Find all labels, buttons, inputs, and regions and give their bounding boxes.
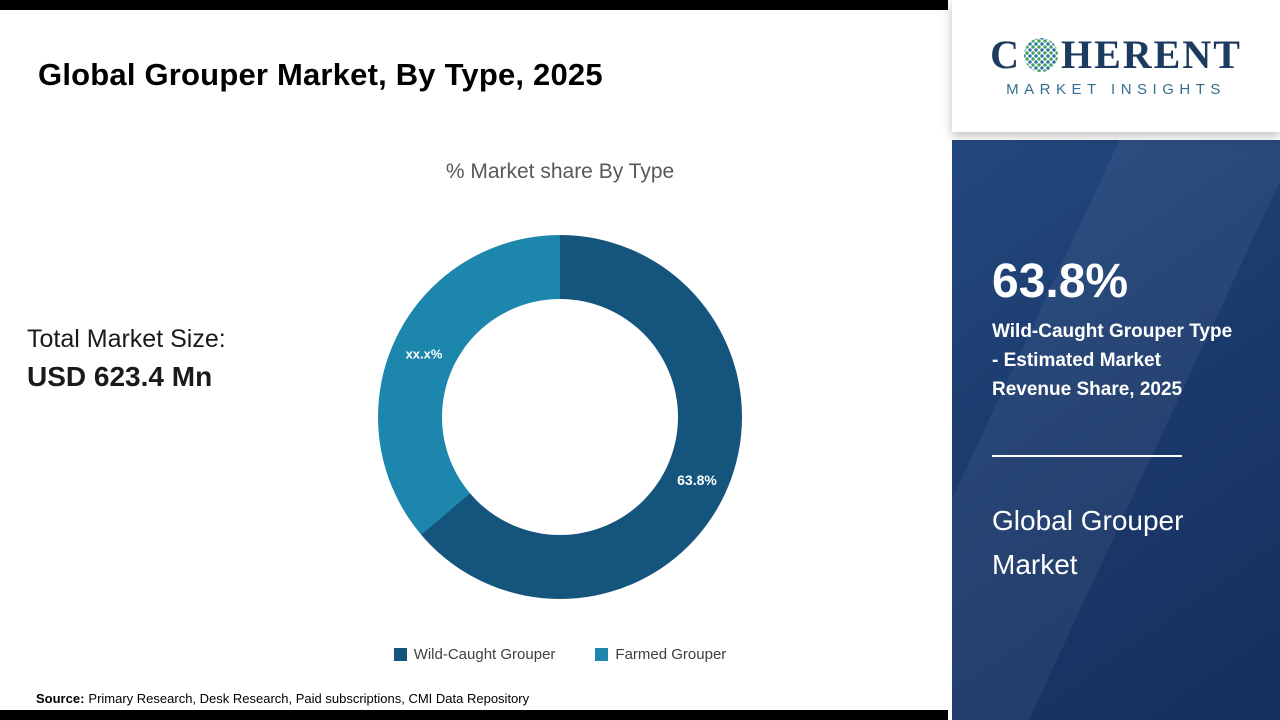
page-title: Global Grouper Market, By Type, 2025 <box>38 56 603 92</box>
bottom-black-bar <box>0 710 948 720</box>
sidebar: C HERENT MARKET INSIGHTS 63.8% Wild-Caug… <box>952 0 1280 720</box>
total-market-size-label: Total Market Size: <box>27 325 226 353</box>
logo-subtitle: MARKET INSIGHTS <box>1006 80 1226 98</box>
highlight-panel: 63.8% Wild-Caught Grouper Type - Estimat… <box>952 140 1280 720</box>
top-black-bar <box>0 0 948 10</box>
legend-label-farmed: Farmed Grouper <box>615 646 727 663</box>
chart-legend: Wild-Caught Grouper Farmed Grouper <box>274 646 846 663</box>
segment-label-farmed: xx.x% <box>405 346 443 362</box>
donut-hole <box>442 299 678 535</box>
logo-wordmark: C HERENT <box>990 31 1242 77</box>
panel-divider <box>992 454 1182 457</box>
main-area: Global Grouper Market, By Type, 2025 % M… <box>0 0 948 720</box>
total-market-size-value: USD 623.4 Mn <box>27 361 213 392</box>
source-label: Source: <box>36 691 85 706</box>
source-line: Source: Primary Research, Desk Research, … <box>36 691 529 706</box>
source-text: Primary Research, Desk Research, Paid su… <box>88 691 530 706</box>
legend-label-wild-caught: Wild-Caught Grouper <box>413 646 556 663</box>
logo-letter-c: C <box>990 31 1021 77</box>
chart-title: % Market share By Type <box>445 160 675 183</box>
donut-chart: 63.8% xx.x% <box>378 235 742 599</box>
legend-swatch-farmed-icon <box>595 648 609 661</box>
company-logo: C HERENT MARKET INSIGHTS <box>952 0 1280 132</box>
legend-swatch-wild-caught-icon <box>393 648 407 661</box>
globe-icon <box>1023 37 1058 72</box>
stat-value: 63.8% <box>992 255 1129 308</box>
panel-title: Global Grouper Market <box>992 504 1184 581</box>
segment-label-wild-caught: 63.8% <box>677 472 717 488</box>
logo-letters-herent: HERENT <box>1060 31 1242 77</box>
stat-description: Wild-Caught Grouper Type - Estimated Mar… <box>992 321 1233 400</box>
legend-item-wild-caught: Wild-Caught Grouper <box>393 646 556 663</box>
legend-item-farmed: Farmed Grouper <box>595 646 726 663</box>
